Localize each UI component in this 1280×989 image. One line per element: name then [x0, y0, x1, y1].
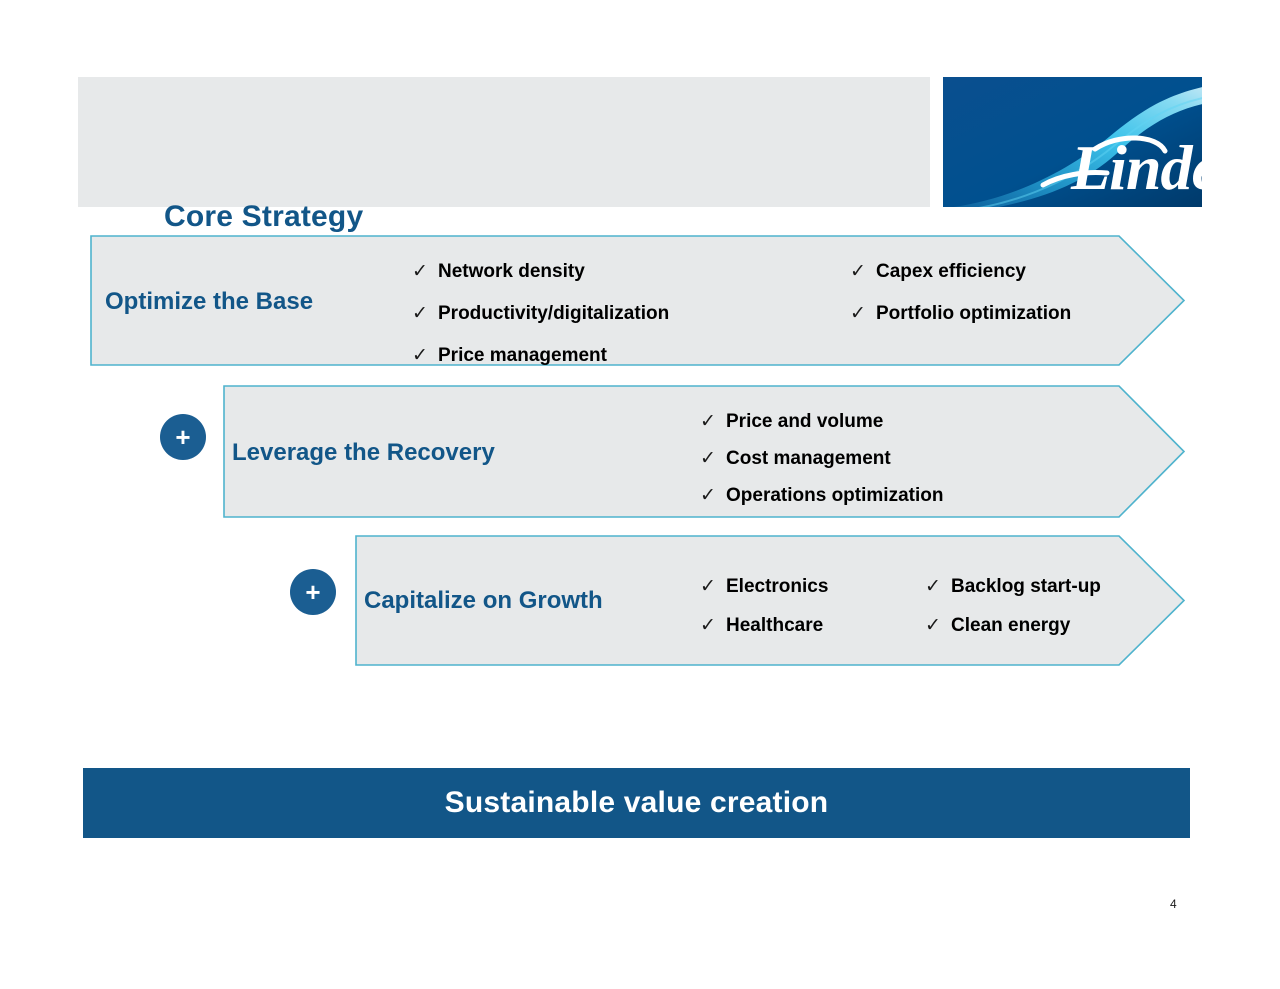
stage-bullets-left-capitalize-on-growth: ✓ Electronics ✓ Healthcare — [700, 567, 930, 645]
bullet-item: ✓ Cost management — [700, 440, 1120, 477]
bullet-label: Cost management — [726, 448, 891, 469]
bullet-label: Clean energy — [951, 615, 1071, 636]
linde-wordmark: Linde — [1040, 132, 1202, 203]
bullet-label: Healthcare — [726, 615, 824, 636]
bullet-label: Operations optimization — [726, 485, 944, 506]
bullet-item: ✓ Price management — [412, 335, 752, 377]
plus-badge-leverage-the-recovery: + — [160, 414, 206, 460]
bullet-label: Electronics — [726, 576, 829, 597]
check-icon: ✓ — [850, 303, 866, 324]
bullet-item: ✓ Operations optimization — [700, 477, 1120, 514]
bullet-item: ✓ Capex efficiency — [850, 251, 1170, 293]
page-number: 4 — [1170, 897, 1177, 911]
bullet-item: ✓ Portfolio optimization — [850, 293, 1170, 335]
bullet-item: ✓ Clean energy — [925, 606, 1175, 645]
check-icon: ✓ — [850, 261, 866, 282]
bullet-item: ✓ Price and volume — [700, 403, 1120, 440]
stage-bullets-left-leverage-the-recovery: ✓ Price and volume ✓ Cost management ✓ O… — [700, 403, 1120, 514]
bullet-label: Price management — [438, 345, 607, 366]
stage-banner-optimize-the-base[interactable]: Optimize the Base ✓ Network density ✓ Pr… — [90, 235, 1185, 366]
linde-logo: Linde — [943, 77, 1202, 207]
stage-banner-capitalize-on-growth[interactable]: Capitalize on Growth ✓ Electronics ✓ Hea… — [355, 535, 1185, 666]
page-title: Core Strategy — [164, 200, 364, 233]
bullet-label: Portfolio optimization — [876, 303, 1072, 324]
bullet-item: ✓ Productivity/digitalization — [412, 293, 752, 335]
bullet-label: Capex efficiency — [876, 261, 1026, 282]
stage-banner-leverage-the-recovery[interactable]: Leverage the Recovery ✓ Price and volume… — [223, 385, 1185, 518]
check-icon: ✓ — [925, 615, 941, 636]
bullet-label: Price and volume — [726, 411, 884, 432]
linde-logo-svg: Linde — [943, 77, 1202, 207]
stage-bullets-right-capitalize-on-growth: ✓ Backlog start-up ✓ Clean energy — [925, 567, 1175, 645]
check-icon: ✓ — [700, 411, 716, 432]
bullet-label: Productivity/digitalization — [438, 303, 670, 324]
check-icon: ✓ — [700, 615, 716, 636]
check-icon: ✓ — [412, 303, 428, 324]
check-icon: ✓ — [700, 448, 716, 469]
bullet-label: Network density — [438, 261, 585, 282]
bullet-item: ✓ Network density — [412, 251, 752, 293]
plus-badge-capitalize-on-growth: + — [290, 569, 336, 615]
check-icon: ✓ — [700, 485, 716, 506]
stage-label-optimize-the-base: Optimize the Base — [105, 288, 314, 315]
bottom-banner-label: Sustainable value creation — [444, 786, 829, 819]
plus-icon: + — [175, 422, 191, 452]
check-icon: ✓ — [412, 345, 428, 366]
title-band: Core Strategy — [78, 77, 930, 233]
bullet-item: ✓ Backlog start-up — [925, 567, 1175, 606]
stage-label-leverage-the-recovery: Leverage the Recovery — [232, 439, 495, 466]
sustainable-value-creation-banner: Sustainable value creation — [83, 768, 1190, 838]
stage-label-capitalize-on-growth: Capitalize on Growth — [364, 587, 603, 614]
bullet-label: Backlog start-up — [951, 576, 1101, 597]
svg-text:Linde: Linde — [1070, 132, 1202, 203]
check-icon: ✓ — [925, 576, 941, 597]
check-icon: ✓ — [412, 261, 428, 282]
stage-bullets-left-optimize-the-base: ✓ Network density ✓ Productivity/digital… — [412, 251, 752, 377]
stage-bullets-right-optimize-the-base: ✓ Capex efficiency ✓ Portfolio optimizat… — [850, 251, 1170, 335]
plus-icon: + — [305, 577, 321, 607]
check-icon: ✓ — [700, 576, 716, 597]
bullet-item: ✓ Healthcare — [700, 606, 930, 645]
bullet-item: ✓ Electronics — [700, 567, 930, 606]
